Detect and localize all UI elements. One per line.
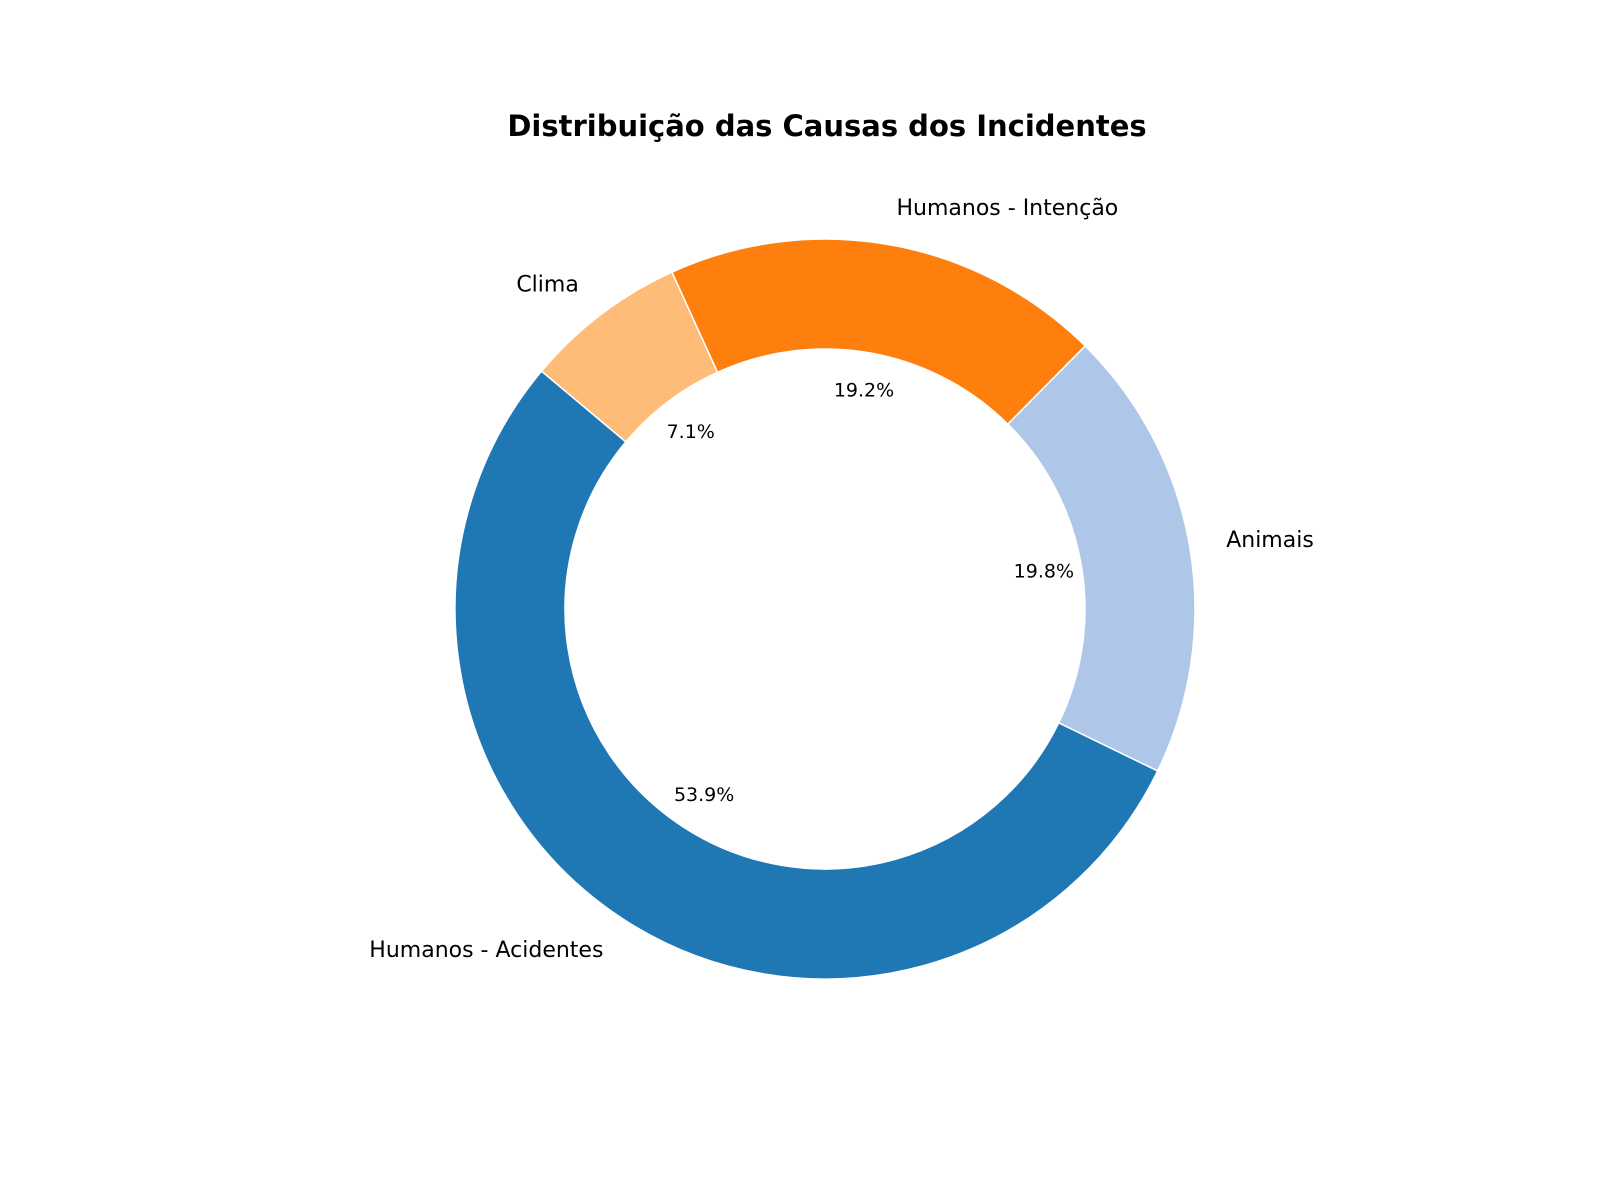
pct-label-clima: 7.1% bbox=[667, 421, 715, 443]
slice-label-clima: Clima bbox=[516, 272, 579, 297]
slice-clima bbox=[540, 271, 719, 443]
slice-label-humanos-acidentes: Humanos - Acidentes bbox=[369, 938, 603, 963]
slice-humanos-acidentes bbox=[454, 370, 1159, 980]
slice-animais bbox=[1006, 344, 1196, 772]
slice-labels: Humanos - Acidentes 53.9% Animais 19.8% Huma… bbox=[369, 196, 1313, 963]
pct-label-animais: 19.8% bbox=[1014, 561, 1074, 583]
pct-label-humanos-intencao: 19.2% bbox=[834, 379, 894, 401]
chart-title: Distribuição das Causas dos Incidentes bbox=[507, 109, 1146, 143]
slice-label-animais: Animais bbox=[1226, 528, 1314, 553]
slice-label-humanos-intencao: Humanos - Intenção bbox=[897, 196, 1119, 221]
donut-slices bbox=[454, 238, 1196, 980]
pct-label-humanos-acidentes: 53.9% bbox=[674, 784, 734, 806]
